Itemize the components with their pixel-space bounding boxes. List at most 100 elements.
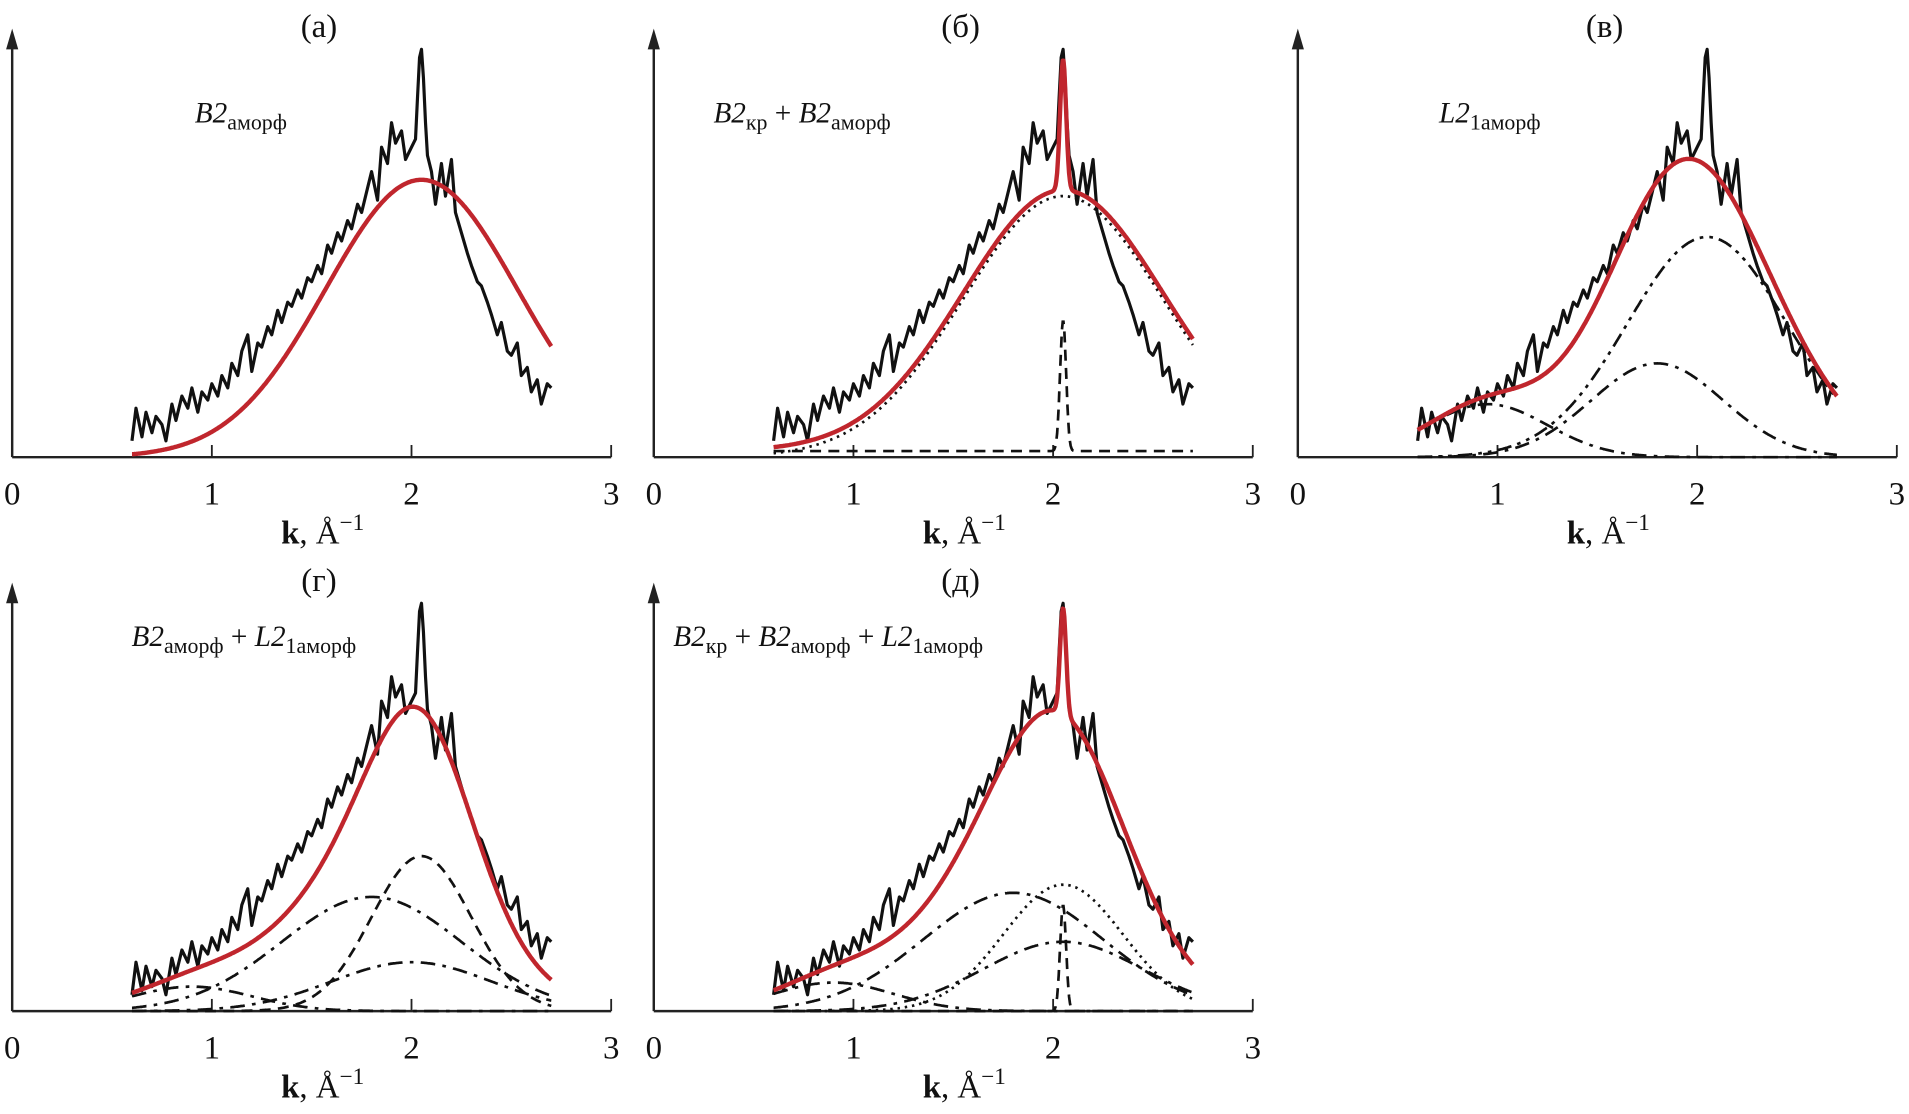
x-axis-exponent: −1 (981, 1064, 1006, 1090)
x-tick-label: 1 (1489, 477, 1505, 513)
phase-label: B2кр + B2аморф (713, 97, 890, 134)
y-axis-arrow-icon (6, 582, 19, 604)
fit-curve (1416, 156, 1839, 432)
component-curve-5 (773, 981, 1193, 1013)
phase-label-part: аморф (227, 110, 287, 135)
component-curve-2 (131, 895, 552, 1010)
x-axis-unit: , Å (299, 515, 339, 552)
x-axis-symbol: k (281, 516, 300, 552)
y-axis-arrow-icon (6, 28, 19, 50)
x-axis-unit: , Å (941, 515, 981, 552)
component-curve-3 (773, 940, 1194, 1013)
x-tick-label: 3 (603, 477, 619, 513)
x-tick-label: 2 (1689, 477, 1705, 513)
fit-curve (772, 606, 1195, 993)
phase-label: B2аморф + L21аморф (131, 621, 356, 658)
component-curve-1 (773, 883, 1194, 1013)
panel-title: (а) (301, 9, 337, 45)
phase-label-part: B2 (799, 97, 831, 129)
panel-4: 0 1 2 3 k, Å−1 (г) B2аморф + L21аморф (4, 563, 619, 1105)
x-axis-exponent: −1 (981, 510, 1006, 536)
fit-curve (130, 704, 553, 995)
x-axis-symbol: k (1567, 516, 1586, 552)
phase-label-part: аморф (164, 633, 224, 658)
phase-label-part: B2 (195, 97, 227, 129)
component-curve-1 (773, 194, 1194, 455)
panel-title: (в) (1586, 9, 1623, 45)
x-axis-symbol: k (923, 516, 942, 552)
component-curve-2 (773, 320, 1193, 453)
x-tick-label: 3 (1889, 477, 1905, 513)
y-axis-arrow-icon (647, 28, 660, 50)
component-curve-3 (131, 960, 552, 1013)
x-tick-label: 0 (646, 1031, 662, 1067)
y-axis-arrow-icon (647, 582, 660, 604)
phase-label-part: + (727, 621, 758, 653)
x-axis-label: k, Å−1 (281, 1064, 364, 1105)
x-axis-exponent: −1 (340, 510, 365, 536)
x-axis-unit: , Å (299, 1069, 339, 1106)
x-tick-label: 2 (1045, 477, 1061, 513)
panel-title: (г) (301, 563, 336, 599)
x-axis-unit: , Å (941, 1069, 981, 1106)
x-axis-symbol: k (923, 1070, 942, 1106)
component-curve-2 (773, 891, 1194, 1010)
x-tick-label: 0 (4, 477, 20, 513)
x-tick-label: 1 (845, 1031, 861, 1067)
x-axis-label: k, Å−1 (1567, 510, 1650, 551)
panel-2: 0 1 2 3k, Å−1(б)B2кр + B2аморф (646, 9, 1261, 551)
phase-label-part: кр (706, 633, 728, 658)
phase-label-part: кр (746, 110, 768, 135)
phase-label-part: L2 (254, 621, 286, 653)
phase-label-part: L2 (881, 621, 913, 653)
panel-1: 0 1 2 3 k, Å−1 (а) B2аморф (4, 9, 619, 551)
x-axis-label: k, Å−1 (923, 1064, 1006, 1105)
x-axis-label: k, Å−1 (281, 510, 364, 551)
x-axis-symbol: k (281, 1070, 300, 1106)
component-curve-4 (773, 904, 1193, 1013)
phase-label-part: + (851, 621, 882, 653)
panel-3: 0 1 2 3 k, Å−1 (в) L21аморф (1290, 9, 1905, 551)
x-tick-label: 0 (646, 477, 662, 513)
phase-label-part: 1аморф (286, 633, 357, 658)
x-axis-label: k, Å−1 (923, 510, 1006, 551)
phase-label-part: аморф (791, 633, 851, 658)
component-curve-1 (1417, 235, 1838, 459)
x-tick-label: 0 (4, 1031, 20, 1067)
component-curve-2 (1417, 361, 1837, 459)
x-tick-label: 0 (1290, 477, 1306, 513)
x-tick-label: 3 (603, 1031, 619, 1067)
component-curve-3 (1417, 402, 1837, 459)
phase-label-part: + (768, 97, 799, 129)
experimental-curve (130, 601, 553, 997)
component-curve-4 (131, 985, 552, 1013)
phase-label-part: L2 (1438, 97, 1470, 129)
phase-label: B2кр + B2аморф + L21аморф (673, 621, 983, 658)
component-curve-1 (131, 854, 552, 1013)
fit-curve (130, 177, 554, 457)
x-tick-label: 2 (1045, 1031, 1061, 1067)
x-tick-label: 2 (403, 1031, 419, 1067)
phase-label-part: 1аморф (1470, 110, 1541, 135)
phase-label-part: аморф (831, 110, 891, 135)
experimental-curve (130, 47, 553, 443)
phase-label-part: B2 (131, 621, 163, 653)
x-tick-label: 3 (1245, 1031, 1261, 1067)
panel-title: (д) (941, 563, 980, 599)
x-axis-exponent: −1 (340, 1064, 365, 1090)
experimental-curve (772, 47, 1195, 443)
fit-curve (772, 58, 1195, 450)
experimental-curve (1416, 47, 1839, 443)
phase-label-part: B2 (713, 97, 745, 129)
panel-5: 0 1 2 3 k, Å−1 (д) B2кр + B2аморф + L21аморф (646, 563, 1261, 1105)
y-axis-arrow-icon (1291, 28, 1304, 50)
phase-label: B2аморф (195, 97, 287, 134)
x-axis-exponent: −1 (1625, 510, 1650, 536)
x-tick-label: 1 (204, 1031, 220, 1067)
panel-title: (б) (941, 9, 980, 45)
phase-label-part: 1аморф (912, 633, 983, 658)
x-tick-label: 1 (204, 477, 220, 513)
x-axis-unit: , Å (1585, 515, 1625, 552)
phase-label-part: + (224, 621, 255, 653)
